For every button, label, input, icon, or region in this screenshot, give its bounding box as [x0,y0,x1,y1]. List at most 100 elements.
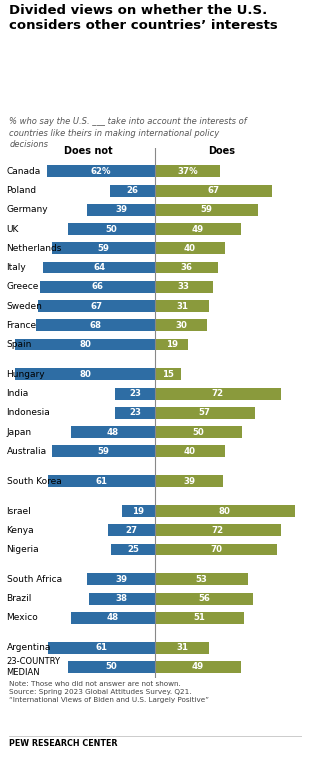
Bar [155,388,281,400]
Bar [48,642,155,653]
Text: 31: 31 [176,301,188,310]
Text: 68: 68 [90,321,102,330]
Text: UK: UK [7,225,19,233]
Text: 19: 19 [132,506,144,516]
Text: 61: 61 [96,477,108,486]
Text: 50: 50 [193,428,205,437]
Text: 30: 30 [175,321,187,330]
Text: 61: 61 [96,643,108,653]
Text: 57: 57 [199,408,211,417]
Bar [15,369,155,380]
Text: Divided views on whether the U.S.
considers other countries’ interests: Divided views on whether the U.S. consid… [9,4,278,33]
Bar [155,165,219,177]
Bar [110,185,155,197]
Bar [40,281,155,293]
Bar [89,593,155,605]
Bar [155,338,188,350]
Bar [68,223,155,235]
Bar [47,165,155,177]
Text: Japan: Japan [7,428,32,437]
Bar [155,407,255,419]
Text: 50: 50 [105,662,117,671]
Bar [52,242,155,254]
Text: 25: 25 [127,545,139,554]
Bar [36,319,155,332]
Text: 48: 48 [107,428,119,437]
Bar [155,445,225,457]
Text: 53: 53 [195,575,207,584]
Text: Poland: Poland [7,186,37,195]
Text: 50: 50 [105,225,117,233]
Bar [111,544,155,556]
Bar [122,505,155,517]
Text: 40: 40 [184,244,196,253]
Text: 49: 49 [192,662,204,671]
Bar [155,593,253,605]
Text: PEW RESEARCH CENTER: PEW RESEARCH CENTER [9,739,118,748]
Text: Note: Those who did not answer are not shown.
Source: Spring 2023 Global Attitud: Note: Those who did not answer are not s… [9,681,209,702]
Text: Germany: Germany [7,205,48,214]
Text: 67: 67 [207,186,219,195]
Text: 37%: 37% [177,167,197,176]
Text: Australia: Australia [7,447,47,456]
Bar [68,661,155,673]
Text: 59: 59 [201,205,212,214]
Bar [155,612,244,624]
Text: 48: 48 [107,613,119,622]
Text: 33: 33 [178,282,190,291]
Text: 66: 66 [91,282,103,291]
Text: Does not: Does not [64,146,113,156]
Bar [71,612,155,624]
Bar [87,573,155,585]
Text: 56: 56 [198,594,210,603]
Text: South Korea: South Korea [7,477,61,486]
Text: 59: 59 [98,447,109,456]
Text: 62%: 62% [91,167,111,176]
Text: Nigeria: Nigeria [7,545,39,554]
Text: Does: Does [208,146,235,156]
Text: 40: 40 [184,447,196,456]
Bar [155,525,281,536]
Text: 80: 80 [79,340,91,349]
Bar [155,369,181,380]
Text: 67: 67 [91,301,103,310]
Bar [155,661,241,673]
Text: 39: 39 [115,205,127,214]
Text: 59: 59 [98,244,109,253]
Bar [115,407,155,419]
Text: Netherlands: Netherlands [7,244,62,253]
Text: Greece: Greece [7,282,39,291]
Bar [155,642,209,653]
Text: 72: 72 [212,389,224,398]
Text: South Africa: South Africa [7,575,62,584]
Text: 19: 19 [166,340,178,349]
Bar [155,426,242,438]
Text: 15: 15 [162,370,174,378]
Bar [155,505,295,517]
Text: 26: 26 [126,186,138,195]
Text: Italy: Italy [7,263,26,272]
Bar [155,573,248,585]
Bar [15,338,155,350]
Text: Hungary: Hungary [7,370,45,378]
Text: % who say the U.S. ___ take into account the interests of
countries like theirs : % who say the U.S. ___ take into account… [9,117,247,149]
Text: 39: 39 [115,575,127,584]
Bar [71,426,155,438]
Text: 80: 80 [79,370,91,378]
Bar [155,300,209,312]
Bar [155,223,241,235]
Bar [155,319,207,332]
Bar [43,262,155,273]
Text: Indonesia: Indonesia [7,408,50,417]
Text: 38: 38 [116,594,128,603]
Bar [115,388,155,400]
Text: 39: 39 [183,477,195,486]
Text: 23: 23 [129,389,141,398]
Bar [155,185,272,197]
Bar [155,475,223,488]
Text: 36: 36 [180,263,193,272]
Bar [48,475,155,488]
Bar [155,262,218,273]
Text: Brazil: Brazil [7,594,32,603]
Text: 23: 23 [129,408,141,417]
